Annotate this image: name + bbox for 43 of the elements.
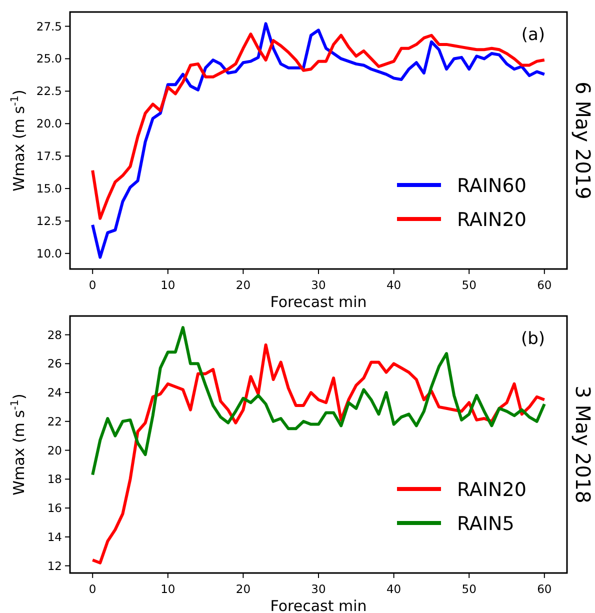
annotation: (b) bbox=[520, 329, 545, 349]
text: 3 May 2018 bbox=[571, 386, 595, 504]
x-tick-label: 10 bbox=[160, 278, 176, 292]
line-series bbox=[91, 326, 546, 476]
y-tick-label: 20 bbox=[47, 443, 62, 458]
y-tick-label: 28 bbox=[47, 328, 62, 342]
legend-label: RAIN60 bbox=[457, 175, 526, 197]
y-tick-label: 22 bbox=[47, 414, 62, 428]
x-tick-label: 0 bbox=[88, 582, 96, 596]
legend-label: RAIN20 bbox=[457, 479, 526, 501]
x-tick-label: 30 bbox=[311, 278, 326, 292]
x-tick-label: 50 bbox=[462, 582, 476, 596]
x-tick-label: 20 bbox=[236, 582, 251, 596]
y-tick-label: 12 bbox=[47, 558, 62, 573]
legend-label: RAIN5 bbox=[457, 513, 514, 535]
y-tick-label: 12.5 bbox=[36, 214, 62, 228]
y-tick-label: 27.5 bbox=[36, 19, 62, 34]
x-tick-label: 40 bbox=[386, 582, 402, 596]
x-tick-label: 50 bbox=[462, 278, 476, 292]
text: 6 May 2019 bbox=[571, 82, 595, 200]
legend-label: RAIN20 bbox=[457, 209, 526, 231]
y-tick-label: 14 bbox=[47, 530, 62, 544]
x-tick-label: 20 bbox=[236, 278, 251, 292]
x-axis-title: Forecast min bbox=[270, 597, 367, 613]
y-tick-label: 17.5 bbox=[36, 149, 62, 164]
x-tick-label: 30 bbox=[311, 582, 326, 596]
y-tick-label: 10.0 bbox=[36, 246, 62, 260]
x-tick-label: 0 bbox=[88, 278, 96, 292]
x-tick-label: 60 bbox=[537, 582, 552, 596]
x-tick-label: 40 bbox=[386, 278, 402, 292]
y-tick-label: 24 bbox=[47, 386, 62, 400]
annotation: (a) bbox=[521, 25, 545, 45]
line-series bbox=[91, 22, 546, 259]
y-tick-label: 18 bbox=[47, 472, 62, 486]
y-tick-label: 22.5 bbox=[36, 84, 62, 98]
y-tick-label: 26 bbox=[47, 356, 62, 371]
x-tick-label: 10 bbox=[160, 582, 176, 596]
y-tick-label: 16 bbox=[47, 501, 62, 516]
x-axis-title: Forecast min bbox=[270, 293, 367, 311]
y-tick-label: 15.0 bbox=[36, 182, 62, 196]
x-tick-label: 60 bbox=[537, 278, 552, 292]
y-tick-label: 20.0 bbox=[36, 116, 62, 131]
y-tick-label: 25.0 bbox=[36, 52, 62, 66]
